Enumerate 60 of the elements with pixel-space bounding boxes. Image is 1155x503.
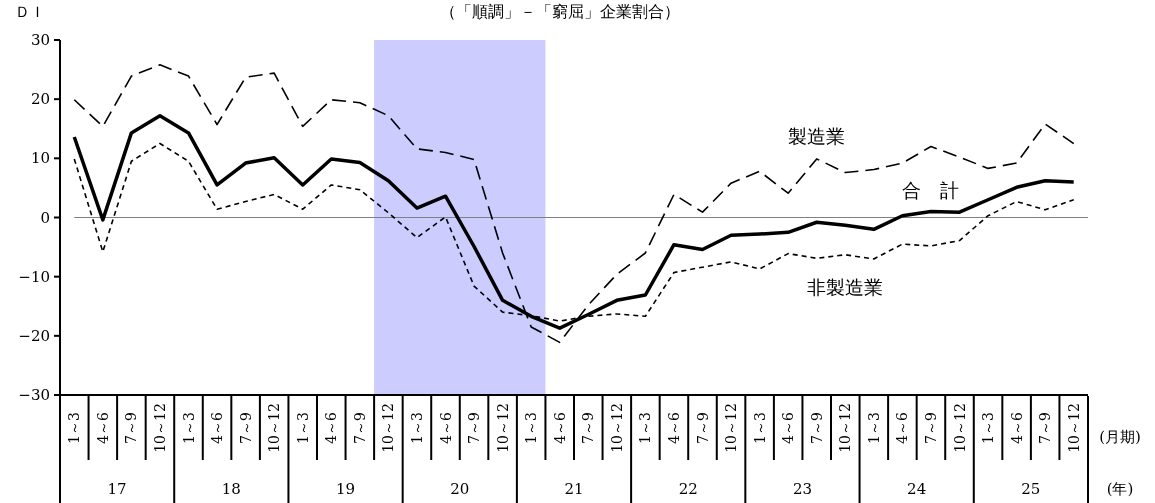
x-tick-label: 10～12 <box>266 403 283 453</box>
x-tick-label: 7～9 <box>694 412 711 444</box>
x-tick-label: 4～6 <box>780 412 797 444</box>
x-tick-label: 10～12 <box>151 403 168 453</box>
x-axis-title: (月期) <box>1099 428 1141 446</box>
y-tick-label: 0 <box>40 208 50 227</box>
x-tick-label: 4～6 <box>551 412 568 444</box>
series-label: 合 計 <box>902 179 960 202</box>
x-tick-label: 1～3 <box>180 412 197 444</box>
x-tick-label: 4～6 <box>323 412 340 444</box>
text: 23 <box>792 480 812 498</box>
x-tick-label: 1～3 <box>294 412 311 444</box>
text: 17 <box>107 480 127 498</box>
x-tick-label: 7～9 <box>351 412 368 444</box>
y-tick-label: −30 <box>18 386 50 404</box>
x-tick-label: 10～12 <box>494 403 511 453</box>
x-tick-label: 10～12 <box>1065 403 1082 453</box>
x-tick-label: 1～3 <box>66 412 83 444</box>
text: 21 <box>564 480 584 498</box>
x-tick-label: 1～3 <box>637 412 654 444</box>
text: 22 <box>678 480 698 498</box>
text: 24 <box>907 480 927 498</box>
y-tick-label: 20 <box>30 90 50 109</box>
text: 20 <box>450 480 470 498</box>
x-tick-label: 7～9 <box>922 412 939 444</box>
series-label: 非製造業 <box>807 276 884 299</box>
y-tick-label: 30 <box>30 31 50 49</box>
y-tick-label: 10 <box>30 149 50 168</box>
x-tick-label: 10～12 <box>951 403 968 453</box>
x-tick-label: 4～6 <box>1008 412 1025 444</box>
x-tick-label: 4～6 <box>209 412 226 444</box>
x-tick-label: 1～3 <box>408 412 425 444</box>
x-tick-label: 1～3 <box>751 412 768 444</box>
text: 19 <box>336 480 356 498</box>
x-tick-label: 10～12 <box>608 403 625 453</box>
x-tick-label: 1～3 <box>980 412 997 444</box>
x-tick-label: 10～12 <box>723 403 740 453</box>
x-tick-label: 7～9 <box>580 412 597 444</box>
x-tick-label: 7～9 <box>123 412 140 444</box>
text: (年) <box>1106 480 1134 498</box>
x-tick-label: 7～9 <box>1037 412 1054 444</box>
x-tick-label: 10～12 <box>837 403 854 453</box>
x-tick-label: 4～6 <box>94 412 111 444</box>
text: 25 <box>1021 480 1041 498</box>
x-tick-label: 1～3 <box>865 412 882 444</box>
x-tick-label: 7～9 <box>808 412 825 444</box>
x-tick-label: 4～6 <box>894 412 911 444</box>
y-tick-label: −10 <box>18 267 50 286</box>
x-tick-label: 10～12 <box>380 403 397 453</box>
x-tick-label: 4～6 <box>437 412 454 444</box>
text: 18 <box>221 480 241 498</box>
chart-title: （「順調」－「窮屈」企業割合） <box>440 2 680 21</box>
x-tick-label: 1～3 <box>523 412 540 444</box>
x-tick-label: 7～9 <box>237 412 254 444</box>
series-label: 製造業 <box>788 125 846 148</box>
line-series <box>73 64 1075 344</box>
x-tick-label: 4～6 <box>665 412 682 444</box>
x-tick-label: 7～9 <box>466 412 483 444</box>
y-tick-label: −20 <box>18 326 50 345</box>
y-axis-title: ＤＩ <box>15 3 45 21</box>
